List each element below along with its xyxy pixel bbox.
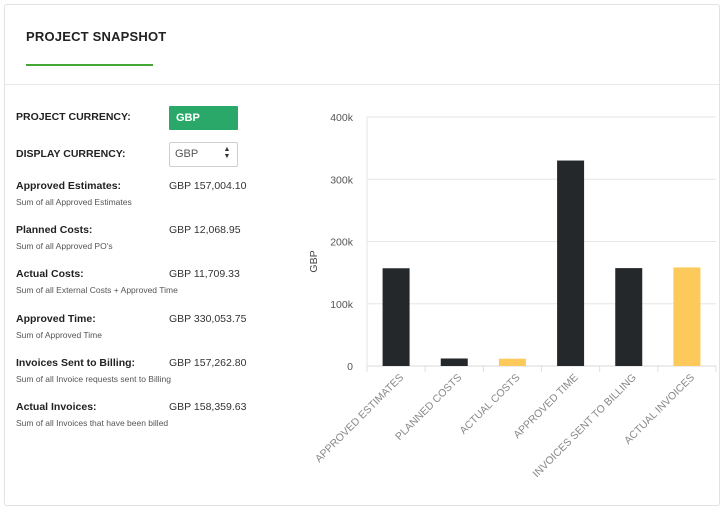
y-tick-label: 300k bbox=[330, 174, 354, 186]
y-tick-label: 200k bbox=[330, 237, 354, 249]
metric-label: Approved Time: bbox=[16, 313, 96, 325]
card-header: PROJECT SNAPSHOT bbox=[5, 5, 719, 85]
metric-approved-time: Approved Time: GBP 330,053.75 Sum of App… bbox=[16, 313, 286, 347]
metric-planned-costs: Planned Costs: GBP 12,068.95 Sum of all … bbox=[16, 224, 286, 258]
page-title: PROJECT SNAPSHOT bbox=[26, 29, 167, 44]
active-tab-underline bbox=[26, 64, 153, 66]
metric-description: Sum of all Approved PO's bbox=[16, 241, 113, 251]
metric-description: Sum of all Invoice requests sent to Bill… bbox=[16, 374, 171, 384]
metric-invoices-sent-to-billing: Invoices Sent to Billing: GBP 157,262.80… bbox=[16, 357, 286, 391]
metric-actual-costs: Actual Costs: GBP 11,709.33 Sum of all E… bbox=[16, 268, 286, 302]
y-tick-label: 0 bbox=[347, 361, 353, 373]
metric-label: Actual Invoices: bbox=[16, 401, 97, 413]
y-axis-label: GBP bbox=[308, 250, 320, 272]
project-currency-badge: GBP bbox=[169, 106, 238, 130]
metric-approved-estimates: Approved Estimates: GBP 157,004.10 Sum o… bbox=[16, 180, 286, 214]
y-tick-label: 400k bbox=[330, 112, 354, 124]
bar bbox=[615, 268, 643, 366]
metric-description: Sum of all Approved Estimates bbox=[16, 197, 132, 207]
display-currency-value: GBP bbox=[175, 148, 199, 160]
x-tick-label: INVOICES SENT TO BILLING bbox=[531, 372, 639, 480]
y-tick-label: 100k bbox=[330, 299, 354, 311]
bar bbox=[557, 160, 585, 366]
bar bbox=[498, 358, 526, 366]
metric-value: GBP 330,053.75 bbox=[169, 313, 247, 325]
metric-description: Sum of all External Costs + Approved Tim… bbox=[16, 285, 178, 295]
display-currency-select[interactable]: GBP ▲ ▼ bbox=[169, 142, 238, 167]
metric-label: Approved Estimates: bbox=[16, 180, 122, 192]
x-tick-label: ACTUAL COSTS bbox=[457, 372, 522, 437]
bar bbox=[673, 267, 701, 366]
x-tick-label: APPROVED ESTIMATES bbox=[313, 372, 406, 465]
metric-label: Actual Costs: bbox=[16, 268, 84, 280]
metric-value: GBP 157,004.10 bbox=[169, 180, 247, 192]
display-currency-row: DISPLAY CURRENCY: bbox=[16, 142, 126, 166]
metric-description: Sum of Approved Time bbox=[16, 330, 102, 340]
project-currency-row: PROJECT CURRENCY: bbox=[16, 105, 131, 129]
bar bbox=[440, 358, 468, 366]
metric-value: GBP 157,262.80 bbox=[169, 357, 247, 369]
metric-value: GBP 11,709.33 bbox=[169, 268, 240, 280]
metric-value: GBP 158,359.63 bbox=[169, 401, 247, 413]
metric-actual-invoices: Actual Invoices: GBP 158,359.63 Sum of a… bbox=[16, 401, 286, 435]
metric-description: Sum of all Invoices that have been bille… bbox=[16, 418, 169, 428]
display-currency-label: DISPLAY CURRENCY: bbox=[16, 148, 126, 160]
metric-label: Invoices Sent to Billing: bbox=[16, 357, 136, 369]
select-arrows-icon: ▲ ▼ bbox=[223, 146, 231, 160]
project-currency-label: PROJECT CURRENCY: bbox=[16, 111, 131, 123]
bar bbox=[382, 268, 410, 366]
metric-label: Planned Costs: bbox=[16, 224, 93, 236]
metric-value: GBP 12,068.95 bbox=[169, 224, 241, 236]
snapshot-bar-chart: 0 100k 200k 300k 400k GBP APPROVED ESTIMATES PL… bbox=[300, 96, 720, 496]
project-snapshot-card: PROJECT SNAPSHOT bbox=[4, 4, 720, 506]
